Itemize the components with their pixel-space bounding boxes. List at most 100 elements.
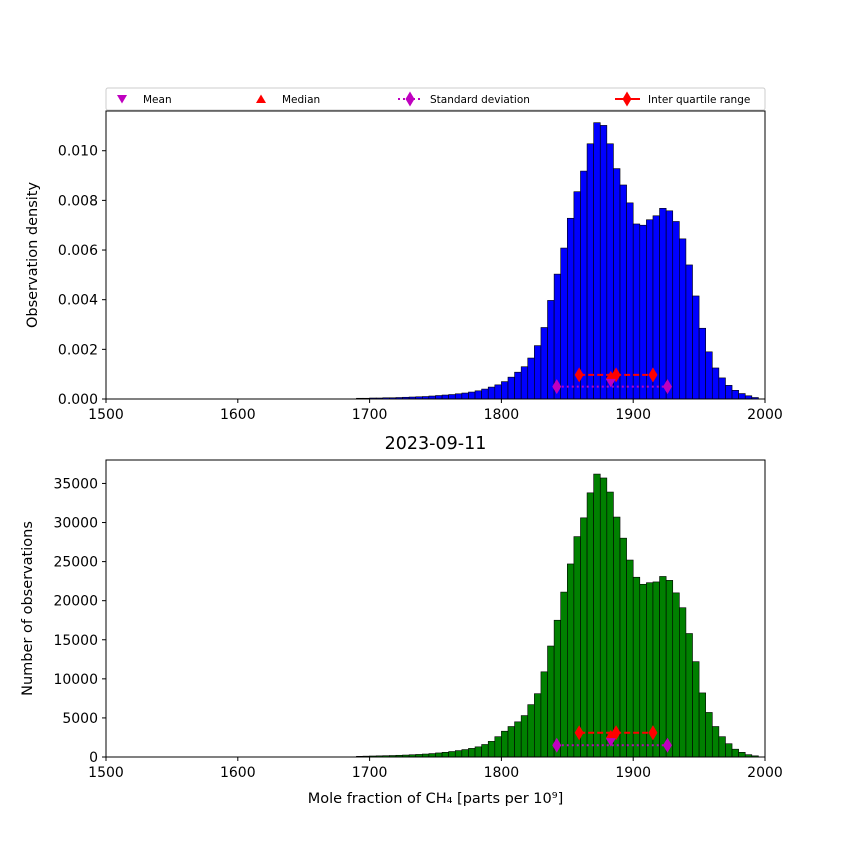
x-tick-label: 1600 (220, 407, 256, 423)
histogram-bar (461, 749, 469, 758)
histogram-bar (659, 576, 667, 758)
histogram-bar (487, 741, 496, 758)
histogram-bar (599, 125, 608, 400)
y-tick-label: 0.008 (58, 193, 98, 209)
iqr-marker (648, 367, 658, 383)
x-tick-label: 1700 (352, 407, 388, 423)
median-marker (605, 729, 616, 739)
histogram-bar (738, 752, 746, 758)
histogram-bar (725, 743, 733, 758)
y-tick-label: 0.000 (58, 392, 98, 408)
legend-median-marker (256, 94, 266, 103)
x-tick-label: 1800 (484, 407, 520, 423)
histogram-bar (632, 576, 641, 758)
histogram-bar (547, 300, 555, 400)
histogram-bar (692, 661, 700, 758)
histogram-bar (619, 184, 627, 400)
legend: Mean Median Standard deviation Inter quarti… (105, 87, 766, 111)
legend-mean-marker (117, 95, 127, 104)
x-tick-label: 1800 (484, 765, 520, 781)
legend-mean-label: Mean (143, 94, 172, 106)
mean-marker (605, 378, 616, 388)
histogram-bar (487, 386, 496, 400)
histogram-bar (514, 721, 522, 758)
y-tick-label: 0.002 (58, 342, 98, 358)
legend-std-label: Standard deviation (430, 94, 530, 106)
legend-iqr-marker (622, 91, 632, 107)
histogram-bar (474, 390, 482, 400)
std-marker (662, 379, 672, 395)
x-tick-label: 1900 (615, 407, 651, 423)
mean-marker (605, 738, 616, 747)
histogram-bar (540, 671, 548, 758)
histogram-bar (507, 726, 515, 758)
histogram-bar (441, 394, 449, 400)
histogram-bar (468, 748, 476, 758)
legend-iqr-label: Inter quartile range (648, 94, 750, 106)
y-tick-label: 0.010 (58, 144, 98, 160)
histogram-bar (468, 391, 476, 400)
x-axis-label: Mole fraction of CH₄ [parts per 10⁹] (308, 791, 563, 807)
histogram-bar (698, 692, 706, 758)
histogram-bar (711, 726, 720, 758)
y-tick-label: 20000 (53, 594, 98, 610)
histogram-bar (507, 376, 515, 400)
histogram-bar (619, 537, 627, 758)
histogram-bar (580, 517, 588, 758)
y-tick-label: 0.004 (58, 293, 98, 309)
histogram-bar (520, 715, 529, 758)
y-axis-label: Number of observations (20, 521, 36, 696)
histogram-bar (672, 221, 680, 400)
histogram-bar (461, 392, 469, 400)
x-tick-label: 1500 (88, 765, 124, 781)
x-tick-label: 2000 (747, 407, 783, 423)
histogram-bar (705, 351, 713, 400)
histogram-bar (560, 591, 568, 758)
histogram-bar (665, 580, 674, 758)
histogram-bar (725, 385, 733, 400)
y-tick-label: 5000 (62, 711, 98, 727)
histogram-bar (494, 736, 502, 758)
histogram-bar (481, 744, 489, 758)
histogram-bar (527, 357, 535, 400)
histogram-bar (679, 238, 687, 400)
chart-counts: 1500 1600 1700 1800 1900 20000500010000150002… (20, 434, 783, 807)
histogram-bar (626, 202, 634, 400)
x-tick-label: 1900 (615, 765, 651, 781)
histogram-bar (527, 704, 535, 758)
histogram-bar (481, 388, 489, 400)
histogram-bar (501, 381, 509, 400)
std-marker (552, 737, 562, 753)
histogram-bar (441, 752, 449, 758)
histogram-bar (586, 492, 594, 758)
histogram-bar (534, 693, 542, 758)
histogram-bar (540, 327, 548, 400)
histogram-bar (738, 393, 746, 400)
iqr-marker (574, 367, 584, 383)
x-tick-label: 1600 (220, 765, 256, 781)
x-tick-label: 2000 (747, 765, 783, 781)
iqr-marker (574, 725, 584, 741)
y-tick-label: 30000 (53, 516, 98, 532)
histogram-bar (454, 393, 463, 400)
iqr-marker (648, 725, 658, 741)
x-tick-label: 1700 (352, 765, 388, 781)
histogram-bar (692, 295, 700, 400)
histogram-bar (428, 753, 436, 758)
y-tick-label: 35000 (53, 476, 98, 492)
histogram-bar (685, 633, 693, 758)
histogram-bar (731, 748, 739, 758)
histogram-bar (613, 168, 621, 400)
histogram-bar (665, 210, 674, 400)
axes-frame (105, 459, 766, 758)
histogram-bar (672, 592, 680, 758)
histogram-bar (698, 327, 706, 400)
chart-density: 1500 1600 1700 1800 1900 2000 0.000 0.002 0.004 0… (25, 110, 783, 423)
histogram-bar (679, 607, 687, 758)
histogram-bar (685, 264, 693, 400)
histogram-bar (626, 559, 634, 758)
histogram-bar (435, 752, 443, 758)
histogram-bar (547, 645, 555, 758)
histogram-bar (593, 473, 601, 758)
